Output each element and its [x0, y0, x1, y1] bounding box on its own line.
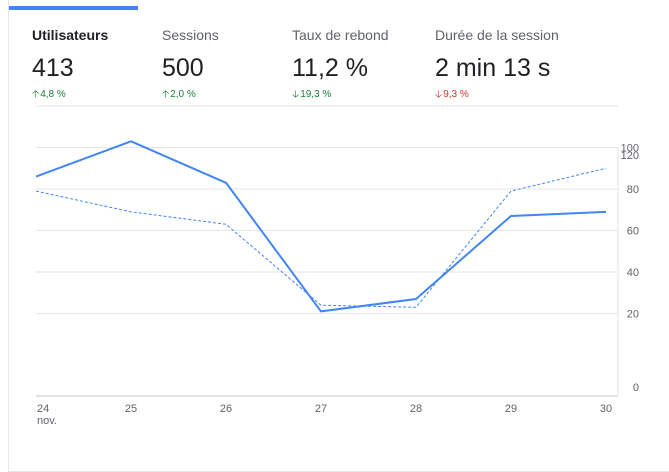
- metric-label: Taux de rebond: [292, 27, 389, 43]
- tab-session-duration[interactable]: Durée de la session 2 min 13 s 🡣9,3 %: [412, 0, 602, 110]
- metric-value: 500: [162, 54, 204, 82]
- metric-change: 🡣19,3 %: [292, 87, 331, 104]
- metric-change: 🡡2,0 %: [162, 87, 196, 104]
- metric-change-value: 4,8 %: [40, 89, 66, 100]
- metric-label: Utilisateurs: [32, 27, 109, 43]
- arrow-down-icon: 🡣: [292, 89, 300, 100]
- y-tick-label: 20: [627, 309, 639, 321]
- y-tick-label: 40: [627, 267, 639, 279]
- tab-users[interactable]: Utilisateurs 413 🡡4,8 %: [9, 0, 139, 110]
- analytics-overview-card: Utilisateurs 413 🡡4,8 % Sessions 500 🡡2,…: [8, 0, 669, 472]
- x-tick-label: 27: [315, 403, 327, 415]
- chart-series: [35, 140, 607, 313]
- x-tick-label: 28: [410, 403, 422, 415]
- x-axis: 24 25 26 27 28 29 30 nov.: [37, 403, 612, 427]
- y-tick-label: 0: [633, 382, 639, 394]
- arrow-up-icon: 🡡: [32, 89, 40, 100]
- x-tick-label: 25: [125, 403, 137, 415]
- chart-grid: [36, 105, 619, 397]
- metric-tabs: Utilisateurs 413 🡡4,8 % Sessions 500 🡡2,…: [9, 0, 669, 110]
- metric-change-value: 2,0 %: [170, 89, 196, 100]
- tab-sessions[interactable]: Sessions 500 🡡2,0 %: [139, 0, 269, 110]
- metric-value: 11,2 %: [292, 54, 368, 82]
- x-tick-label: 24: [37, 403, 49, 415]
- y-tick-label: 80: [627, 184, 639, 196]
- tab-bounce-rate[interactable]: Taux de rebond 11,2 % 🡣19,3 %: [269, 0, 399, 110]
- primary-series-line: [35, 140, 607, 313]
- metric-change-value: 9,3 %: [443, 89, 469, 100]
- x-tick-label: 29: [505, 403, 517, 415]
- metric-change: 🡡4,8 %: [32, 87, 66, 104]
- metric-value: 2 min 13 s: [435, 54, 551, 82]
- metric-label: Sessions: [162, 27, 219, 43]
- x-tick-label: 26: [220, 403, 232, 415]
- x-tick-sublabel: nov.: [37, 415, 57, 427]
- metric-label: Durée de la session: [435, 27, 559, 43]
- metric-change-value: 19,3 %: [300, 89, 332, 100]
- arrow-up-icon: 🡡: [162, 89, 170, 100]
- x-tick-label: 30: [600, 403, 612, 415]
- comparison-series-line: [35, 167, 607, 308]
- y-tick-label: 120: [621, 150, 639, 162]
- metric-value: 413: [32, 54, 74, 82]
- y-tick-label: 60: [627, 226, 639, 238]
- arrow-down-icon: 🡣: [435, 89, 443, 100]
- metric-change: 🡣9,3 %: [435, 87, 469, 104]
- y-tick-label: 100: [621, 143, 639, 155]
